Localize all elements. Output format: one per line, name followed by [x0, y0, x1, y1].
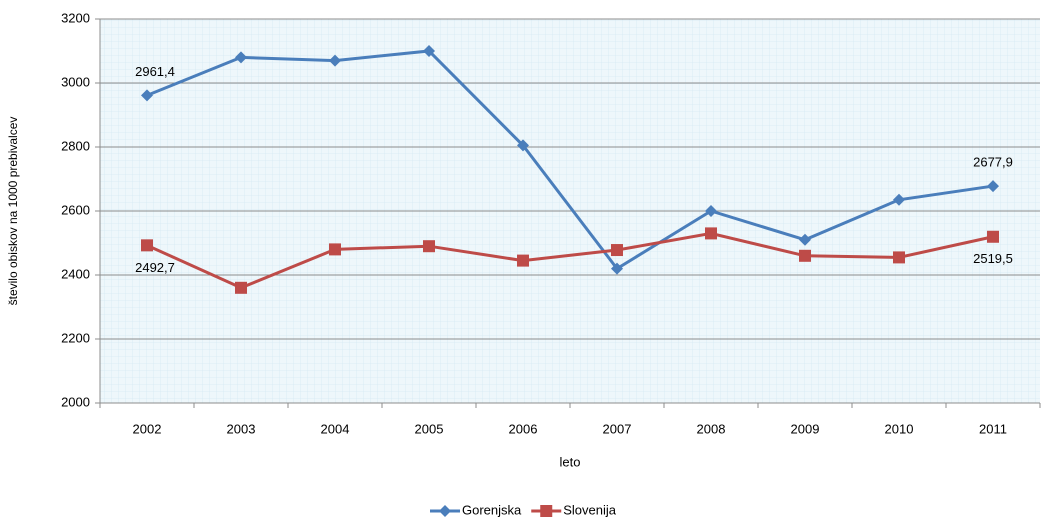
x-tick-label: 2003	[227, 421, 256, 436]
x-tick-label: 2011	[979, 421, 1007, 436]
y-axis-title: število obiskov na 1000 prebivalcev	[6, 117, 20, 306]
series-line	[146, 49, 994, 271]
x-tick-label: 2002	[133, 421, 162, 436]
data-label: 2519,5	[973, 251, 1013, 266]
data-point	[611, 244, 623, 257]
x-tick-label: 2006	[509, 421, 538, 436]
x-tick-label: 2004	[321, 421, 350, 436]
x-tick-label: 2009	[791, 421, 820, 436]
data-point	[611, 262, 623, 275]
y-tick-label: 3200	[61, 10, 90, 25]
data-point	[799, 249, 811, 262]
data-point	[799, 233, 811, 246]
data-point	[141, 89, 153, 102]
data-point	[329, 54, 341, 67]
data-point	[329, 243, 341, 256]
data-label: 2677,9	[973, 155, 1013, 170]
legend-label: Slovenija	[563, 502, 617, 517]
y-tick-label: 2200	[61, 330, 90, 345]
data-point	[235, 51, 247, 64]
data-point	[517, 139, 529, 152]
data-point	[235, 281, 247, 294]
legend-marker	[439, 505, 451, 517]
x-tick-label: 2007	[603, 421, 632, 436]
legend-marker	[540, 505, 553, 517]
data-label: 2961,4	[135, 64, 175, 79]
data-point	[705, 205, 717, 217]
data-point	[423, 240, 435, 253]
data-point	[141, 239, 153, 252]
data-label: 2492,7	[135, 260, 175, 275]
y-tick-label: 2000	[61, 394, 90, 409]
data-point	[987, 230, 999, 243]
x-tick-label: 2008	[697, 421, 726, 436]
data-point	[893, 193, 905, 206]
legend-label: Gorenjska	[462, 502, 522, 517]
data-point	[987, 180, 999, 193]
data-point	[705, 227, 717, 240]
series-line	[146, 231, 994, 290]
y-tick-label: 2600	[61, 202, 90, 217]
data-point	[423, 45, 435, 57]
data-point	[517, 254, 529, 267]
x-axis-title: leto	[560, 454, 581, 469]
y-tick-label: 2400	[61, 266, 90, 281]
y-tick-label: 3000	[61, 74, 90, 89]
y-tick-label: 2800	[61, 138, 90, 153]
x-tick-label: 2010	[885, 421, 914, 436]
x-tick-label: 2005	[415, 421, 444, 436]
data-point	[893, 251, 905, 264]
